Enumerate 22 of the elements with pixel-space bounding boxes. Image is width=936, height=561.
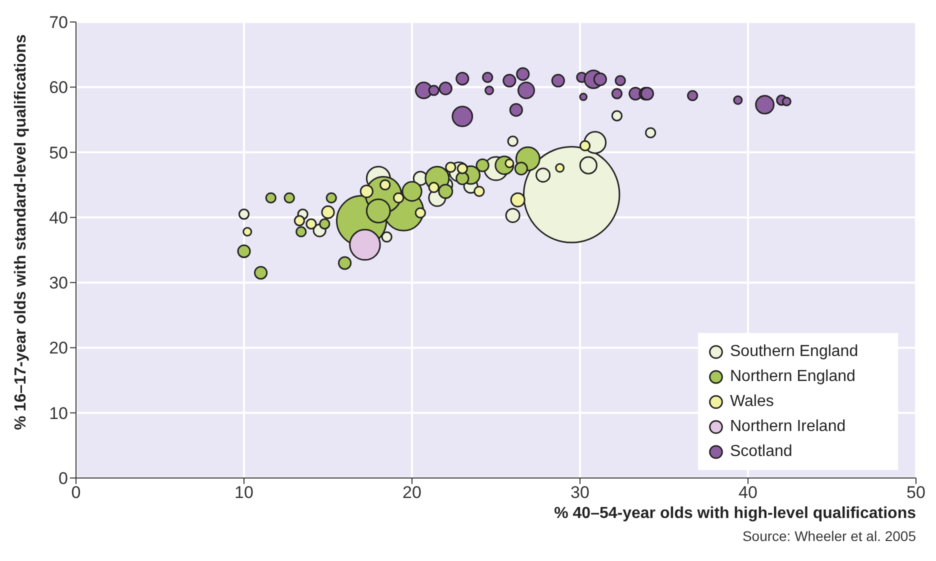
y-tick-label: 30 [49, 274, 68, 293]
source-note: Source: Wheeler et al. 2005 [741, 528, 916, 544]
y-tick-label: 50 [49, 143, 68, 162]
y-tick-label: 0 [58, 469, 68, 488]
y-tick-label: 10 [49, 404, 68, 423]
legend-label: Wales [730, 392, 774, 412]
x-axis-title: % 40–54-year olds with high-level qualifications [554, 505, 916, 522]
y-tick-label: 70 [49, 13, 68, 32]
x-tick-label: 50 [906, 483, 926, 502]
x-tick-label: 0 [71, 483, 81, 502]
legend-label: Northern Ireland [730, 417, 846, 437]
y-tick-label: 20 [49, 338, 68, 358]
y-tick-label: 60 [49, 78, 68, 98]
legend-label: Northern England [730, 367, 856, 387]
x-tick-label: 20 [402, 483, 422, 502]
x-tick-label: 30 [570, 483, 590, 502]
x-tick-label: 10 [234, 483, 254, 502]
y-axis-title: % 16–17-year olds with standard-level qualifications [12, 34, 30, 430]
y-tick-label: 40 [49, 208, 68, 228]
legend-label: Southern England [730, 342, 858, 362]
legend-label: Scotland [730, 442, 792, 462]
x-tick-label: 40 [738, 483, 758, 502]
